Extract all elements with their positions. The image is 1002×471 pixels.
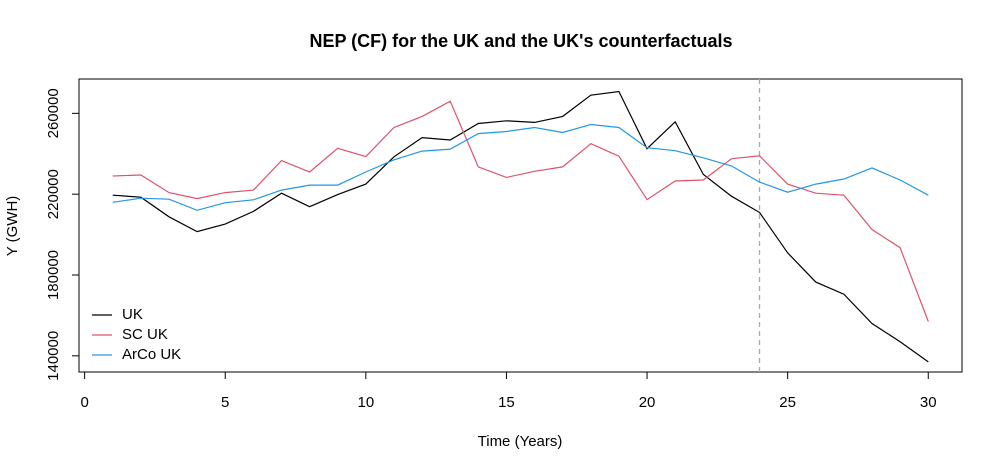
x-tick-label: 20 xyxy=(639,394,656,411)
y-tick-label: 140000 xyxy=(45,331,62,381)
y-axis-label: Y (GWH) xyxy=(4,196,21,257)
series-line-2 xyxy=(112,123,929,211)
y-tick-label: 260000 xyxy=(45,88,62,138)
x-axis-label: Time (Years) xyxy=(478,433,563,450)
y-tick-label: 220000 xyxy=(45,169,62,219)
legend-label: ArCo UK xyxy=(122,346,181,363)
x-tick-label: 5 xyxy=(221,394,229,411)
x-tick-label: 25 xyxy=(779,394,796,411)
y-axis: 140000 180000 220000 260000 xyxy=(45,88,80,381)
series-line-0 xyxy=(112,90,929,363)
chart-title: NEP (CF) for the UK and the UK's counter… xyxy=(310,31,733,51)
legend-label: UK xyxy=(122,306,143,323)
y-tick-label: 180000 xyxy=(45,250,62,300)
x-tick-label: 30 xyxy=(920,394,937,411)
x-tick-label: 0 xyxy=(80,394,88,411)
series-line-1 xyxy=(112,100,929,322)
x-axis: 0 5 10 15 20 25 30 xyxy=(80,371,937,411)
x-tick-label: 10 xyxy=(357,394,374,411)
plot-frame xyxy=(78,78,963,373)
legend-label: SC UK xyxy=(122,326,168,343)
legend: UK SC UK ArCo UK xyxy=(92,306,181,363)
x-tick-label: 15 xyxy=(498,394,515,411)
series-group xyxy=(112,90,929,363)
